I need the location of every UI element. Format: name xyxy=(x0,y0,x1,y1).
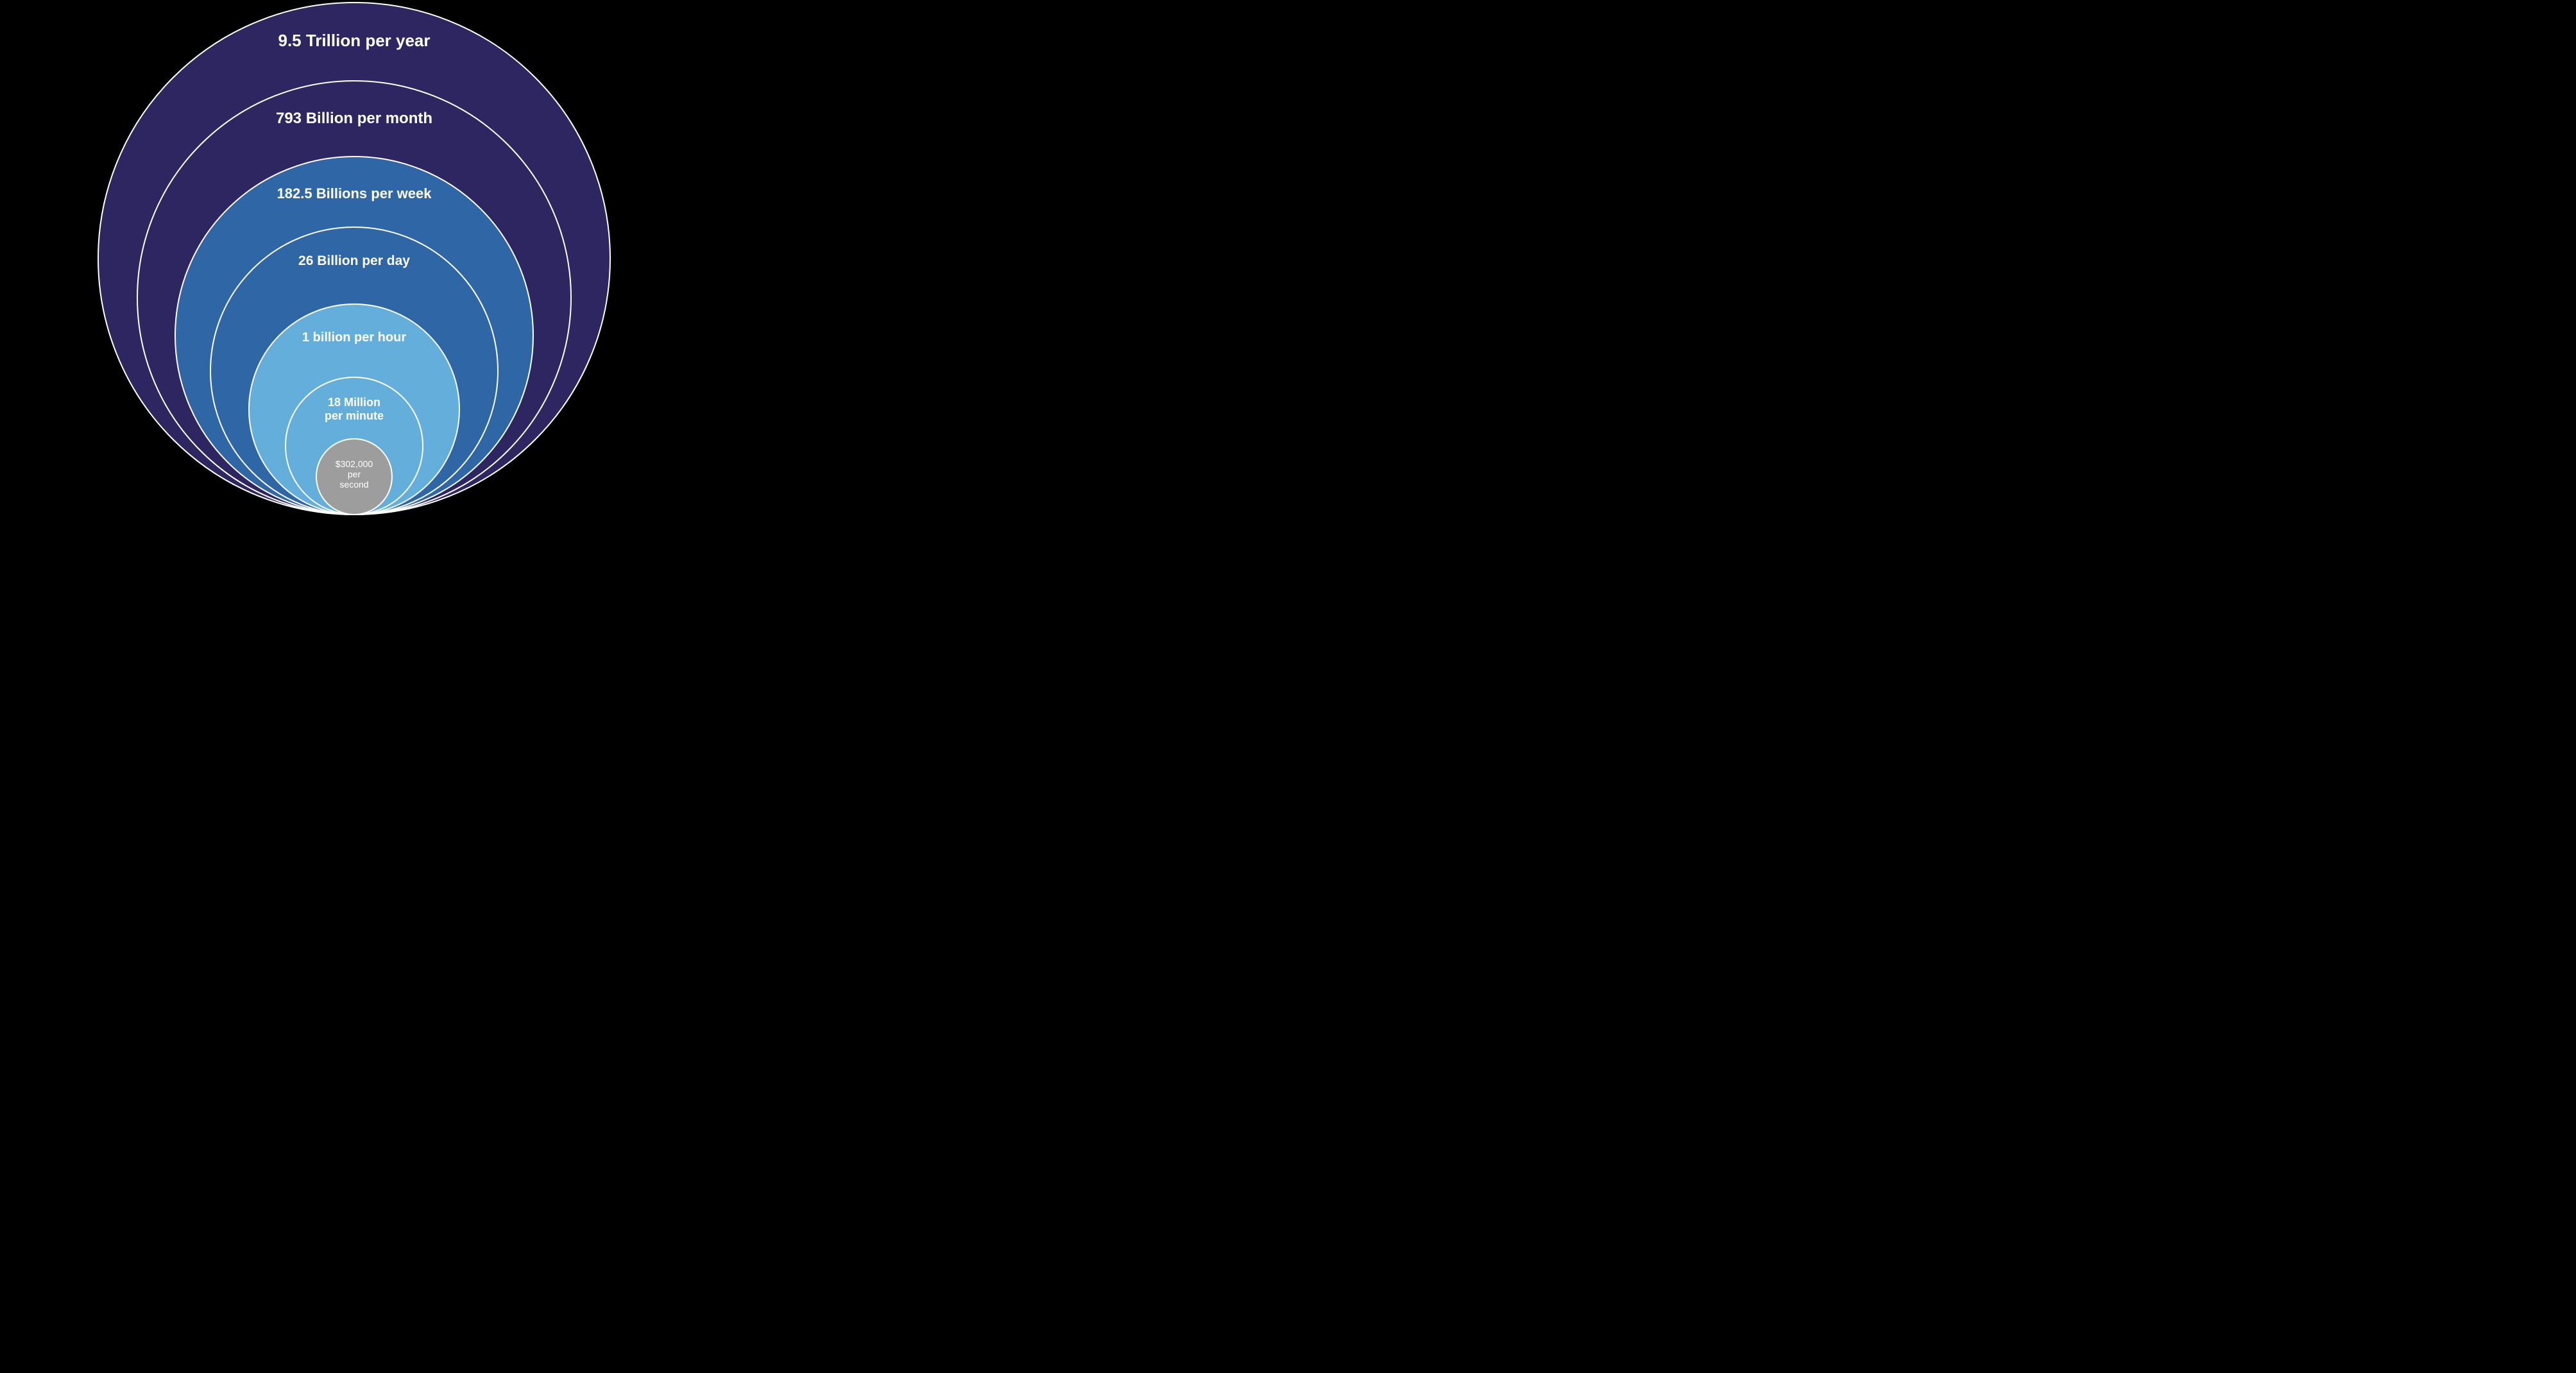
label-second: $302,000 per second xyxy=(317,459,391,490)
label-hour: 1 billion per hour xyxy=(250,330,459,345)
label-minute: 18 Million per minute xyxy=(286,396,422,422)
label-day: 26 Billion per day xyxy=(211,253,497,269)
label-week: 182.5 Billions per week xyxy=(176,185,533,201)
label-month: 793 Billion per month xyxy=(138,110,570,128)
nested-circle-diagram: 9.5 Trillion per year 793 Billion per mon… xyxy=(0,0,980,517)
label-year: 9.5 Trillion per year xyxy=(99,31,610,51)
circle-second: $302,000 per second xyxy=(316,438,393,515)
